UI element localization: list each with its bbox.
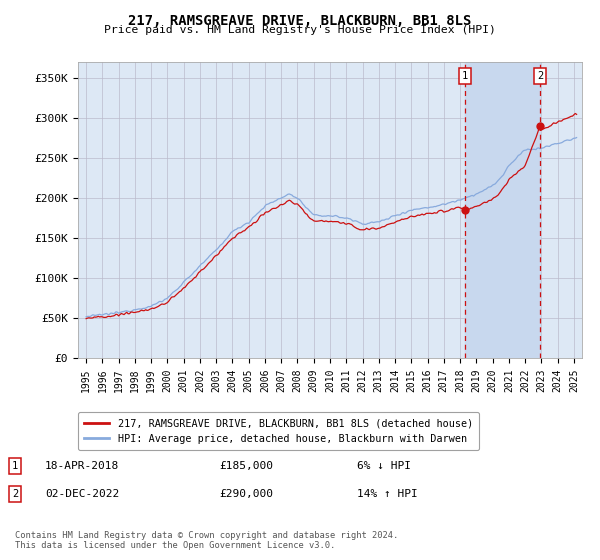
Text: 2: 2 <box>537 71 543 81</box>
Bar <box>465 62 540 358</box>
Text: 2: 2 <box>12 489 18 499</box>
Text: 18-APR-2018: 18-APR-2018 <box>45 461 119 471</box>
Legend: 217, RAMSGREAVE DRIVE, BLACKBURN, BB1 8LS (detached house), HPI: Average price, : 217, RAMSGREAVE DRIVE, BLACKBURN, BB1 8L… <box>78 413 479 450</box>
Text: 217, RAMSGREAVE DRIVE, BLACKBURN, BB1 8LS: 217, RAMSGREAVE DRIVE, BLACKBURN, BB1 8L… <box>128 14 472 28</box>
Text: 1: 1 <box>461 71 468 81</box>
Text: Contains HM Land Registry data © Crown copyright and database right 2024.
This d: Contains HM Land Registry data © Crown c… <box>15 531 398 550</box>
Text: Price paid vs. HM Land Registry's House Price Index (HPI): Price paid vs. HM Land Registry's House … <box>104 25 496 35</box>
Text: 1: 1 <box>12 461 18 471</box>
Text: £185,000: £185,000 <box>219 461 273 471</box>
Text: £290,000: £290,000 <box>219 489 273 499</box>
Text: 14% ↑ HPI: 14% ↑ HPI <box>357 489 418 499</box>
Text: 02-DEC-2022: 02-DEC-2022 <box>45 489 119 499</box>
Text: 6% ↓ HPI: 6% ↓ HPI <box>357 461 411 471</box>
